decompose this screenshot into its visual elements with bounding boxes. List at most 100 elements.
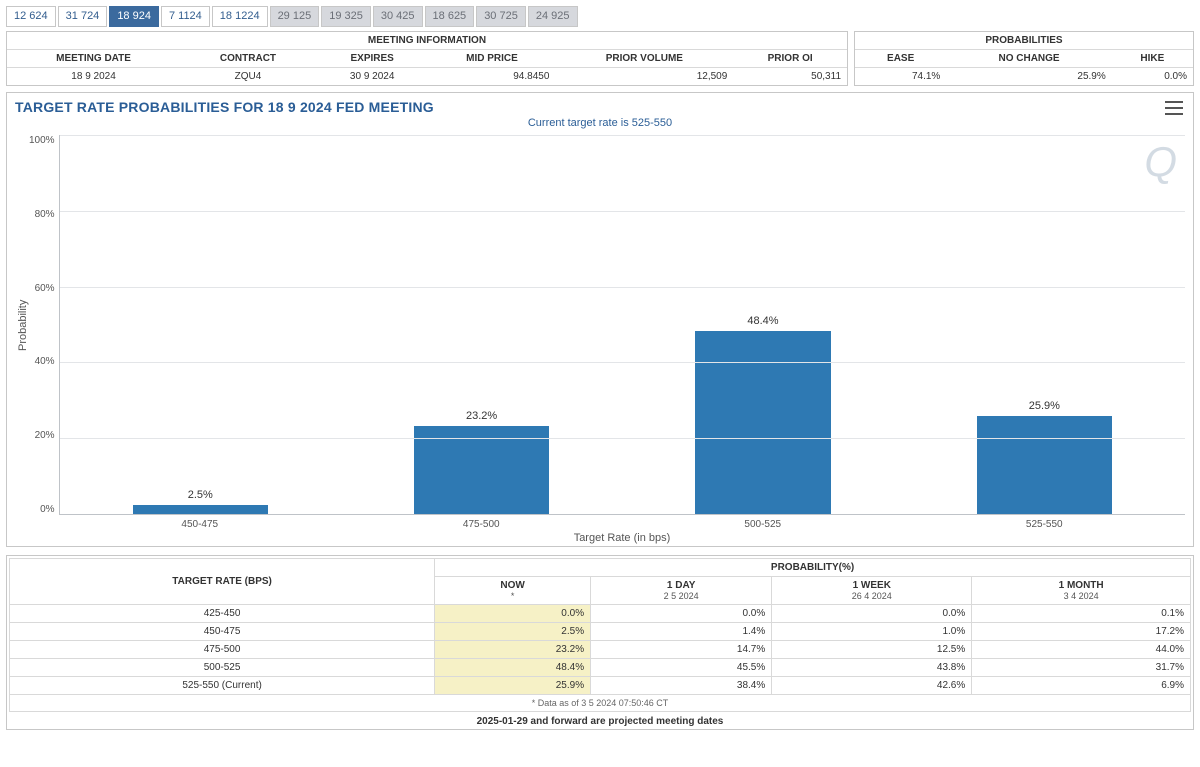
chart-subtitle: Current target rate is 525-550 bbox=[15, 117, 1185, 129]
pt-cell: 23.2% bbox=[435, 641, 591, 659]
pt-rate-cell: 500-525 bbox=[10, 659, 435, 677]
bar-slot: 23.2% bbox=[341, 135, 622, 514]
pt-cell: 6.9% bbox=[972, 677, 1191, 695]
projected-note: 2025-01-29 and forward are projected mee… bbox=[9, 712, 1191, 729]
probabilities-table: EASENO CHANGEHIKE 74.1%25.9%0.0% bbox=[855, 49, 1193, 85]
tab-24-925[interactable]: 24 925 bbox=[528, 6, 578, 27]
pt-cell: 1.0% bbox=[772, 623, 972, 641]
x-tick: 450-475 bbox=[59, 515, 341, 530]
pt-rate-cell: 475-500 bbox=[10, 641, 435, 659]
pt-rate-cell: 525-550 (Current) bbox=[10, 677, 435, 695]
table-row: 450-4752.5%1.4%1.0%17.2% bbox=[10, 623, 1191, 641]
y-tick: 100% bbox=[29, 135, 55, 146]
y-tick: 0% bbox=[40, 504, 54, 515]
chart-menu-icon[interactable] bbox=[1165, 101, 1183, 115]
bar-slot: 25.9% bbox=[904, 135, 1185, 514]
probabilities-panel: PROBABILITIES EASENO CHANGEHIKE 74.1%25.… bbox=[854, 31, 1194, 86]
tab-12-624[interactable]: 12 624 bbox=[6, 6, 56, 27]
tab-31-724[interactable]: 31 724 bbox=[58, 6, 108, 27]
pt-cell: 1.4% bbox=[591, 623, 772, 641]
x-tick: 500-525 bbox=[622, 515, 904, 530]
table-row: 500-52548.4%45.5%43.8%31.7% bbox=[10, 659, 1191, 677]
bar-label: 48.4% bbox=[747, 315, 778, 327]
tab-19-325[interactable]: 19 325 bbox=[321, 6, 371, 27]
pt-cell: 12.5% bbox=[772, 641, 972, 659]
meeting-info-panel: MEETING INFORMATION MEETING DATECONTRACT… bbox=[6, 31, 848, 86]
bar-label: 2.5% bbox=[188, 489, 213, 501]
mi-cell: 50,311 bbox=[733, 68, 847, 86]
bar-slot: 48.4% bbox=[622, 135, 903, 514]
date-tabs: 12 62431 72418 9247 112418 122429 12519 … bbox=[6, 6, 1194, 27]
col-probability: PROBABILITY(%) bbox=[435, 559, 1191, 577]
x-axis-ticks: 450-475475-500500-525525-550 bbox=[59, 515, 1185, 530]
pt-rate-cell: 425-450 bbox=[10, 605, 435, 623]
pt-cell: 48.4% bbox=[435, 659, 591, 677]
bar-slot: 2.5% bbox=[60, 135, 341, 514]
pt-cell: 17.2% bbox=[972, 623, 1191, 641]
mi-cell: 30 9 2024 bbox=[316, 68, 429, 86]
probability-table-panel: TARGET RATE (BPS) PROBABILITY(%) NOW*1 D… bbox=[6, 555, 1194, 730]
pt-cell: 31.7% bbox=[972, 659, 1191, 677]
x-axis-label: Target Rate (in bps) bbox=[59, 532, 1185, 544]
pp-col: HIKE bbox=[1112, 50, 1193, 68]
pp-col: NO CHANGE bbox=[946, 50, 1111, 68]
pp-cell: 0.0% bbox=[1112, 68, 1193, 86]
pt-col: 1 WEEK26 4 2024 bbox=[772, 577, 972, 605]
pt-cell: 43.8% bbox=[772, 659, 972, 677]
x-tick: 525-550 bbox=[904, 515, 1186, 530]
tab-29-125[interactable]: 29 125 bbox=[270, 6, 320, 27]
pt-cell: 38.4% bbox=[591, 677, 772, 695]
pt-cell: 25.9% bbox=[435, 677, 591, 695]
meeting-info-title: MEETING INFORMATION bbox=[7, 32, 847, 49]
chart-area: Probability 100%80%60%40%20%0% 2.5%23.2%… bbox=[15, 135, 1185, 515]
table-row: 525-550 (Current)25.9%38.4%42.6%6.9% bbox=[10, 677, 1191, 695]
chart-panel: TARGET RATE PROBABILITIES FOR 18 9 2024 … bbox=[6, 92, 1194, 547]
mi-col: EXPIRES bbox=[316, 50, 429, 68]
bar-450-475[interactable]: 2.5% bbox=[133, 505, 268, 514]
chart-title: TARGET RATE PROBABILITIES FOR 18 9 2024 … bbox=[15, 99, 1185, 115]
table-row: 425-4500.0%0.0%0.0%0.1% bbox=[10, 605, 1191, 623]
mi-cell: 94.8450 bbox=[428, 68, 555, 86]
mi-col: PRIOR OI bbox=[733, 50, 847, 68]
pp-cell: 74.1% bbox=[855, 68, 946, 86]
pt-rate-cell: 450-475 bbox=[10, 623, 435, 641]
tab-18-924[interactable]: 18 924 bbox=[109, 6, 159, 27]
tab-18-625[interactable]: 18 625 bbox=[425, 6, 475, 27]
y-axis-label: Probability bbox=[15, 135, 29, 515]
pp-col: EASE bbox=[855, 50, 946, 68]
tab-30-725[interactable]: 30 725 bbox=[476, 6, 526, 27]
bar-label: 23.2% bbox=[466, 410, 497, 422]
pt-cell: 0.0% bbox=[435, 605, 591, 623]
table-row: 475-50023.2%14.7%12.5%44.0% bbox=[10, 641, 1191, 659]
pt-cell: 42.6% bbox=[772, 677, 972, 695]
bar-525-550[interactable]: 25.9% bbox=[977, 416, 1112, 514]
pp-cell: 25.9% bbox=[946, 68, 1111, 86]
pt-col: NOW* bbox=[435, 577, 591, 605]
pt-cell: 45.5% bbox=[591, 659, 772, 677]
tab-18-1224[interactable]: 18 1224 bbox=[212, 6, 268, 27]
y-tick: 60% bbox=[35, 283, 55, 294]
y-tick: 80% bbox=[35, 209, 55, 220]
table-footnote: * Data as of 3 5 2024 07:50:46 CT bbox=[10, 695, 1191, 712]
pt-cell: 0.1% bbox=[972, 605, 1191, 623]
pt-col: 1 MONTH3 4 2024 bbox=[972, 577, 1191, 605]
pt-cell: 2.5% bbox=[435, 623, 591, 641]
pt-cell: 0.0% bbox=[772, 605, 972, 623]
plot-area: 2.5% 23.2% 48.4% 25.9% bbox=[59, 135, 1185, 515]
probability-table: TARGET RATE (BPS) PROBABILITY(%) NOW*1 D… bbox=[9, 558, 1191, 712]
y-axis-ticks: 100%80%60%40%20%0% bbox=[29, 135, 59, 515]
pt-cell: 0.0% bbox=[591, 605, 772, 623]
tab-30-425[interactable]: 30 425 bbox=[373, 6, 423, 27]
x-tick: 475-500 bbox=[341, 515, 623, 530]
tab-7-1124[interactable]: 7 1124 bbox=[161, 6, 210, 27]
bar-475-500[interactable]: 23.2% bbox=[414, 426, 549, 514]
bar-500-525[interactable]: 48.4% bbox=[695, 331, 830, 514]
pt-cell: 14.7% bbox=[591, 641, 772, 659]
col-target-rate: TARGET RATE (BPS) bbox=[10, 559, 435, 605]
probabilities-title: PROBABILITIES bbox=[855, 32, 1193, 49]
mi-col: CONTRACT bbox=[180, 50, 316, 68]
meeting-info-table: MEETING DATECONTRACTEXPIRESMID PRICEPRIO… bbox=[7, 49, 847, 85]
y-tick: 20% bbox=[35, 430, 55, 441]
mi-col: MEETING DATE bbox=[7, 50, 180, 68]
mi-col: PRIOR VOLUME bbox=[555, 50, 733, 68]
